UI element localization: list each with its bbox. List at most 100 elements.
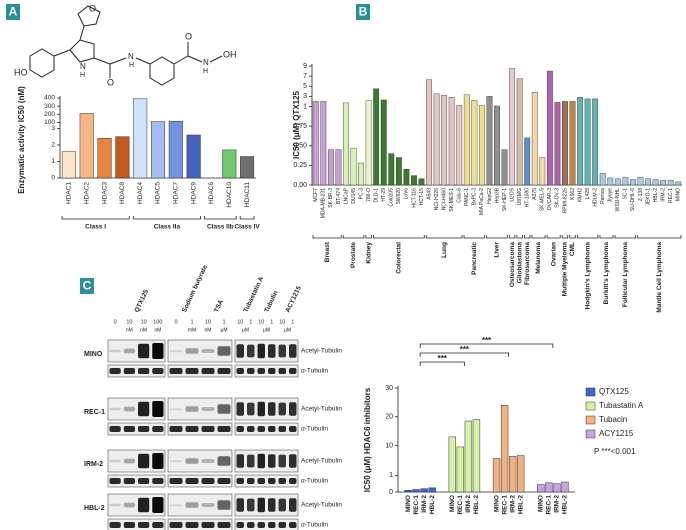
dose-label: 0 bbox=[174, 319, 177, 325]
tubulin-band bbox=[217, 478, 231, 484]
y-axis bbox=[397, 386, 575, 493]
x-tick-label: K562 bbox=[570, 188, 576, 200]
tubulin-band bbox=[138, 426, 150, 432]
x-tick-label: HT-1080 bbox=[525, 188, 531, 207]
group-label: Lung bbox=[441, 242, 448, 258]
bar bbox=[509, 68, 516, 186]
blot-membrane bbox=[167, 422, 233, 436]
group-label: Glioblastoma bbox=[516, 242, 523, 284]
acetyl-band bbox=[217, 456, 231, 466]
acetyl-band bbox=[278, 402, 286, 416]
legend-label: Tubastatin A bbox=[599, 401, 644, 410]
acetyl-band bbox=[247, 498, 255, 512]
x-tick-label: HDAC5 bbox=[155, 182, 162, 204]
dose-unit: mM bbox=[188, 327, 196, 333]
x-tick-label: PANC-1 bbox=[464, 188, 470, 206]
group-label: Liver bbox=[494, 242, 501, 258]
tubulin-band bbox=[123, 522, 135, 528]
tubulin-band bbox=[257, 522, 265, 528]
bar bbox=[222, 149, 237, 179]
dose-label: 1 bbox=[190, 319, 193, 325]
y-tick-label: 5 bbox=[303, 83, 307, 90]
group-bracket bbox=[365, 235, 372, 239]
group-label: Colorectal bbox=[396, 242, 403, 274]
x-tick-label: IRM-2 bbox=[660, 188, 666, 202]
bar bbox=[508, 456, 517, 493]
y-tick-label: 30 bbox=[385, 385, 393, 392]
group-label: Melanoma bbox=[535, 242, 542, 274]
group-label: Kidney bbox=[365, 242, 372, 264]
x-tick-label: JEKO-1 bbox=[645, 188, 651, 206]
tubulin-band bbox=[152, 522, 164, 528]
y-axis-label: IC50 (μM) QTX125 bbox=[292, 90, 301, 159]
group-label: Prostate bbox=[350, 242, 357, 268]
acetyl-band bbox=[236, 498, 244, 512]
protein-label: Acetyl-Tubulin bbox=[301, 502, 342, 509]
atom: N bbox=[128, 52, 134, 61]
tubulin-band bbox=[169, 426, 183, 432]
blot-membrane bbox=[167, 518, 233, 530]
tubulin-band bbox=[236, 522, 244, 528]
tubulin-band bbox=[109, 368, 121, 374]
x-tick-label: HDAC8 bbox=[119, 182, 126, 204]
acetyl-band bbox=[152, 401, 164, 417]
x-tick-label: HepG2 bbox=[487, 188, 493, 204]
tubulin-band bbox=[268, 426, 276, 432]
acetyl-band bbox=[169, 504, 183, 507]
bar bbox=[428, 487, 436, 493]
tubulin-band bbox=[257, 426, 265, 432]
significance-label: *** bbox=[482, 336, 492, 345]
bar bbox=[637, 176, 644, 186]
bar bbox=[599, 173, 606, 186]
x-tick-label: HDAC7 bbox=[173, 182, 180, 204]
x-tick-label: MINO bbox=[538, 495, 545, 512]
x-tick-label: DLD-1 bbox=[374, 188, 380, 203]
bar bbox=[501, 149, 508, 186]
tubulin-band bbox=[123, 478, 135, 484]
drug-label: Tubulin bbox=[264, 290, 280, 314]
group-bracket bbox=[561, 235, 569, 239]
protein-label: α-Tubulin bbox=[301, 522, 328, 529]
acetyl-band bbox=[257, 343, 265, 359]
x-tick-label: 786-O bbox=[366, 188, 372, 202]
acetyl-band bbox=[123, 458, 135, 464]
bar bbox=[426, 79, 432, 186]
x-tick-label: HBL-2 bbox=[473, 495, 480, 515]
legend-label: Tubacin bbox=[599, 415, 627, 424]
group-label: Mantle Cell Lymphoma bbox=[656, 242, 663, 313]
x-tick-label: SK-MES-1 bbox=[449, 188, 455, 212]
blot-membrane bbox=[234, 339, 299, 363]
panel-a-box bbox=[6, 4, 20, 20]
x-tick-label: HDAC6 bbox=[208, 182, 215, 204]
panel-letters: A B C bbox=[6, 4, 370, 294]
bar bbox=[365, 100, 372, 186]
x-tick-label: HDAC4 bbox=[137, 182, 144, 204]
acetyl-band bbox=[123, 348, 135, 354]
x-tick-label: U2OS bbox=[509, 187, 515, 201]
acetyl-band bbox=[257, 497, 265, 513]
group-label: CML bbox=[569, 242, 576, 256]
tubulin-band bbox=[268, 522, 276, 528]
acetyl-band bbox=[201, 349, 215, 353]
tubulin-band bbox=[217, 426, 231, 432]
atom: H bbox=[129, 62, 134, 69]
y-axis-label: IC50 (μM) HDAC6 inhibitors bbox=[363, 387, 372, 492]
cell-line-label: MINO bbox=[84, 351, 103, 358]
protein-label: Acetyl-Tubulin bbox=[301, 406, 342, 413]
blot-membrane bbox=[107, 474, 166, 488]
tubulin-band bbox=[247, 368, 255, 374]
y-tick-label: 300 bbox=[44, 103, 55, 110]
blot-membrane bbox=[167, 364, 233, 378]
tubulin-band bbox=[278, 478, 286, 484]
x-tick-label: HDAC11 bbox=[244, 182, 251, 208]
dose-label: 0 bbox=[114, 319, 117, 325]
bar bbox=[577, 97, 583, 186]
bar bbox=[553, 483, 561, 493]
x-tick-label: BT-474 bbox=[336, 188, 342, 204]
bond bbox=[187, 55, 203, 63]
legend-swatch bbox=[585, 401, 596, 411]
x-tick-label: HDAC10 bbox=[226, 182, 233, 208]
tubulin-band bbox=[278, 368, 286, 374]
x-tick-label: REC-1 bbox=[668, 188, 674, 203]
